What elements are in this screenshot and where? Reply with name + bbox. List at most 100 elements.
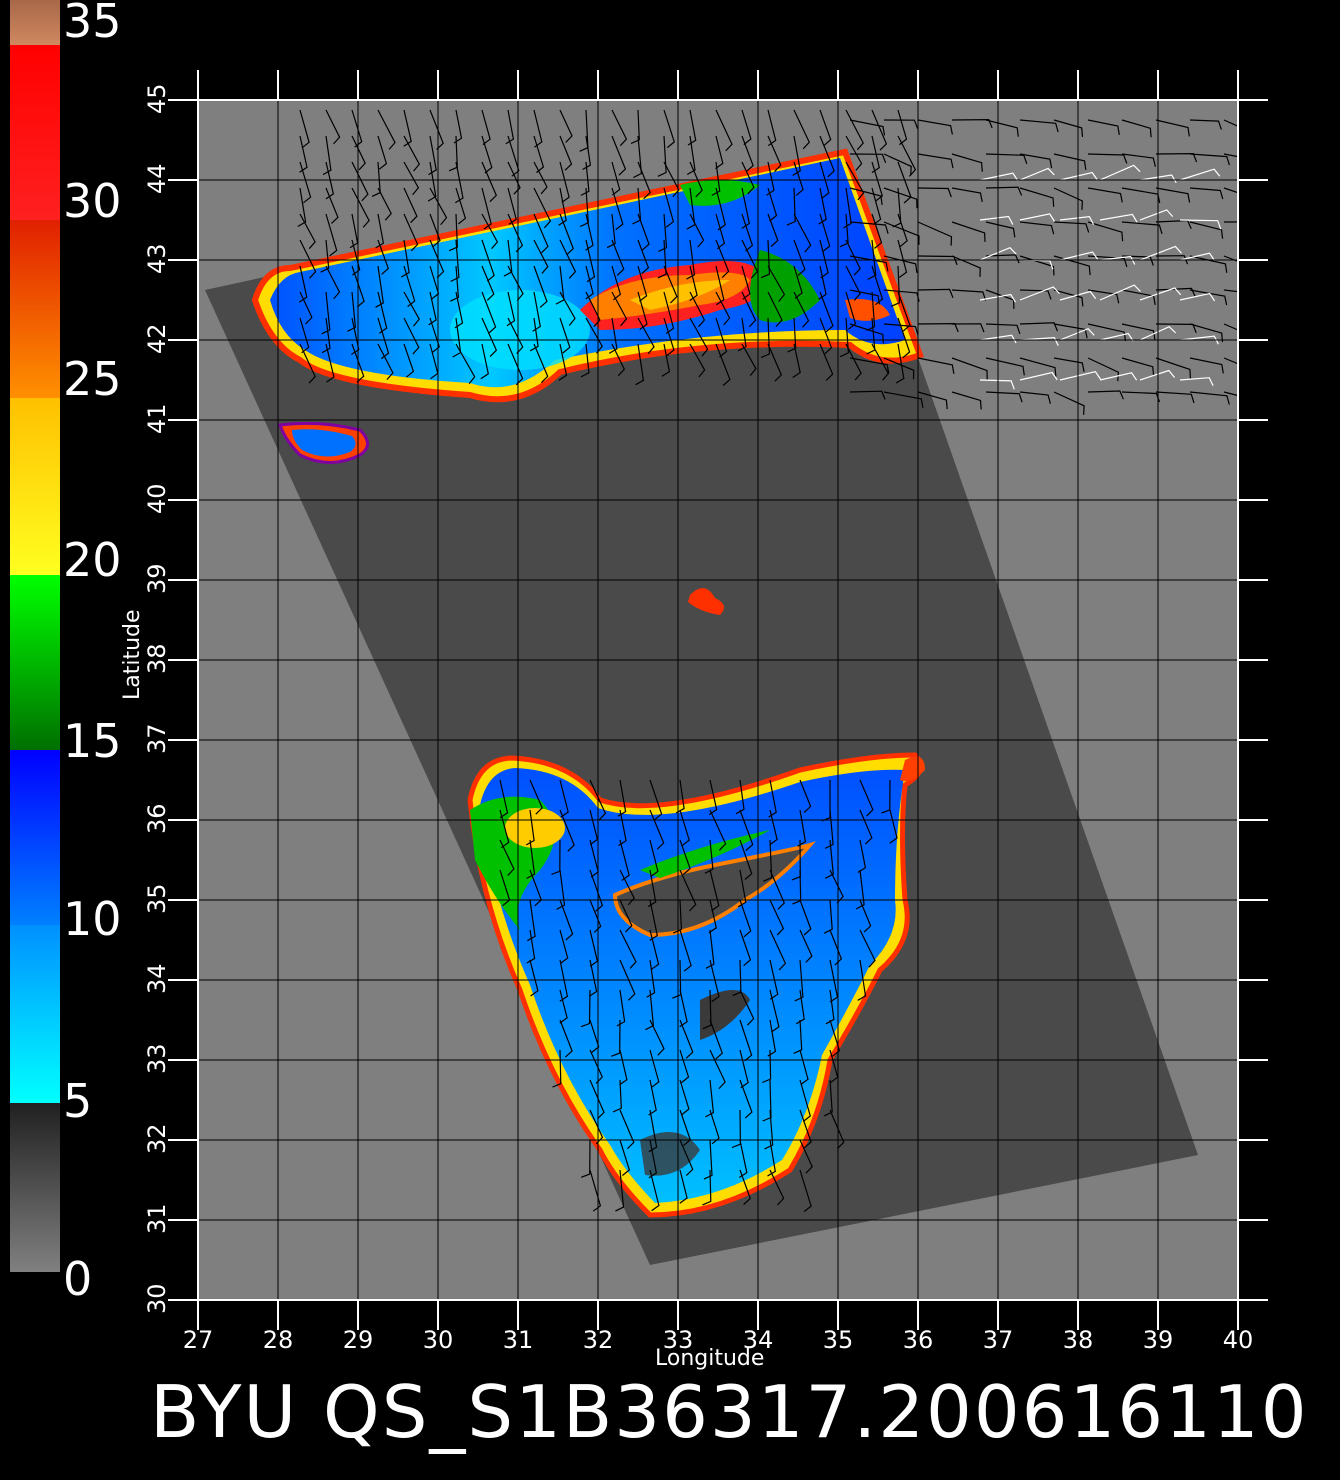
wind-barb: [481, 291, 497, 334]
x-tick-label: 40: [1222, 1326, 1254, 1354]
wind-barb: [792, 343, 801, 378]
wind-barb: [1189, 323, 1224, 343]
wind-barb: [351, 265, 365, 308]
wind-barb: [589, 1019, 600, 1053]
wind-barb: [793, 109, 811, 150]
wind-barb: [897, 317, 911, 359]
wind-barb: [1099, 255, 1136, 265]
wind-barb: [767, 213, 779, 247]
wind-barb: [649, 1019, 665, 1056]
wind-barb: [529, 317, 539, 352]
wind-barb: [704, 839, 714, 874]
wind-barb: [637, 213, 650, 251]
wind-barb: [589, 1079, 605, 1120]
x-tick-label: 34: [742, 1326, 774, 1354]
wind-barb: [883, 153, 912, 176]
x-tick-label: 32: [582, 1326, 614, 1354]
wind-barb: [1189, 221, 1224, 239]
wind-barb: [711, 161, 721, 196]
wind-barb: [325, 161, 335, 200]
wind-barb: [428, 135, 437, 176]
wind-barb: [845, 161, 865, 201]
wind-barb: [1223, 119, 1260, 145]
wind-barb: [558, 343, 568, 381]
wind-barb: [611, 1019, 621, 1057]
wind-barb: [1139, 287, 1182, 301]
x-tick-label: 39: [1142, 1326, 1174, 1354]
wind-barb: [377, 317, 390, 360]
wind-barb: [663, 109, 675, 149]
wind-barb: [871, 109, 888, 151]
wind-barb: [825, 839, 834, 879]
wind-barb: [377, 187, 392, 221]
wind-barb: [533, 239, 549, 274]
wind-barb: [321, 317, 331, 354]
wind-barb: [507, 265, 524, 301]
island-hotspot: [688, 588, 724, 615]
wind-barb: [526, 929, 536, 964]
wind-barb: [608, 317, 618, 354]
wind-barb: [741, 135, 754, 173]
wind-barb: [1019, 221, 1055, 235]
wind-barb: [559, 213, 575, 256]
y-tick-label: 44: [143, 163, 171, 194]
wind-barb: [769, 989, 780, 1033]
wind-barb: [819, 343, 834, 381]
wind-barb: [679, 839, 691, 875]
wind-barb: [1099, 164, 1141, 181]
product-id-title: BYU QS_S1B36317.200616110: [150, 1370, 1309, 1454]
wind-barb: [917, 221, 953, 246]
wind-barb: [455, 187, 467, 225]
wind-barb: [657, 239, 667, 279]
wind-barb: [480, 343, 489, 380]
wind-barb: [859, 809, 873, 845]
wind-barb: [767, 135, 782, 173]
wind-barb: [1139, 245, 1182, 261]
wind-barb: [871, 187, 882, 226]
wind-barb: [533, 161, 548, 195]
x-tick-label: 37: [982, 1326, 1014, 1354]
wind-barb: [1099, 332, 1134, 342]
wind-barb: [819, 317, 833, 355]
wind-barb: [649, 839, 659, 878]
y-tick-label: 33: [143, 1043, 171, 1074]
wind-barb: [580, 989, 591, 1028]
wind-barb: [793, 1019, 803, 1055]
wind-barb: [403, 213, 419, 252]
wind-barb: [1059, 290, 1097, 301]
wind-barb: [1019, 357, 1057, 377]
wind-barb: [1019, 322, 1059, 332]
wind-barb: [829, 1019, 841, 1057]
y-tick-label: 43: [143, 243, 171, 274]
wind-barb: [1179, 335, 1219, 345]
x-tick-label: 29: [342, 1326, 374, 1354]
wind-barb: [689, 317, 709, 357]
wind-barb: [737, 317, 747, 352]
colorbar-label-30: 30: [63, 174, 122, 228]
wind-barb: [635, 343, 645, 386]
x-tick-label: 31: [502, 1326, 534, 1354]
wind-barb: [1087, 357, 1120, 382]
colorbar-label-25: 25: [63, 352, 122, 406]
wind-barb: [715, 239, 730, 279]
wind-barb: [1189, 289, 1228, 306]
wind-barb: [429, 187, 448, 226]
x-tick-label: 27: [182, 1326, 214, 1354]
wind-barb: [1053, 357, 1085, 372]
colorbar-label-10: 10: [63, 892, 122, 946]
wind-barb: [1223, 391, 1257, 409]
wind-barb: [589, 929, 599, 967]
wind-barb: [559, 809, 575, 852]
wind-barb: [403, 291, 420, 327]
wind-barb: [715, 343, 731, 386]
wind-barb: [611, 239, 625, 276]
wind-barb: [951, 391, 982, 410]
wind-barb: [429, 239, 445, 279]
wind-barb: [1053, 119, 1084, 137]
wind-barb: [1223, 153, 1257, 169]
wind-barb: [767, 187, 778, 222]
wind-barb: [1087, 390, 1124, 400]
wind-barb: [766, 161, 775, 196]
wind-barb: [499, 809, 510, 849]
wind-barb: [499, 839, 515, 876]
